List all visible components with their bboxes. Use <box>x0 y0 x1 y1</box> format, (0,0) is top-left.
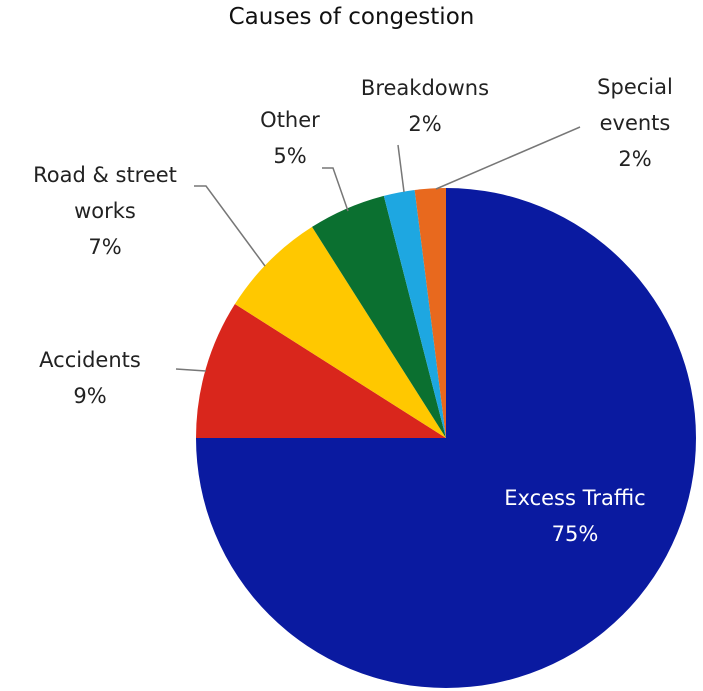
leader-line <box>435 126 581 190</box>
slice-label: Excess Traffic 75% <box>465 480 685 552</box>
category-label: Other <box>260 108 320 132</box>
slice-label: Other 5% <box>240 102 340 174</box>
slice-label: Special events 2% <box>580 69 690 177</box>
value-label: 2% <box>408 112 442 136</box>
leader-lines <box>175 126 581 372</box>
leader-line <box>397 144 405 193</box>
pie-slice <box>196 304 446 438</box>
category-label: Special events <box>597 75 673 135</box>
category-label: Road & street works <box>33 163 177 223</box>
value-label: 2% <box>618 147 652 171</box>
leader-line <box>194 185 266 267</box>
leader-line <box>175 368 207 372</box>
pie-slice <box>234 226 446 438</box>
pie-slice <box>414 188 446 438</box>
value-label: 75% <box>551 522 599 546</box>
pie-slice <box>312 195 446 438</box>
chart-title: Causes of congestion <box>228 4 475 30</box>
slice-label: Accidents 9% <box>20 342 160 414</box>
category-label: Breakdowns <box>360 76 490 100</box>
leader-line <box>322 167 349 212</box>
slice-label: Road & street works 7% <box>10 157 200 265</box>
value-label: 5% <box>273 144 307 168</box>
value-label: 9% <box>73 384 107 408</box>
value-label: 7% <box>88 235 122 259</box>
category-label: Excess Traffic <box>504 486 646 510</box>
category-label: Accidents <box>39 348 141 372</box>
pie-slice <box>383 189 446 438</box>
slice-label: Breakdowns 2% <box>340 70 510 142</box>
